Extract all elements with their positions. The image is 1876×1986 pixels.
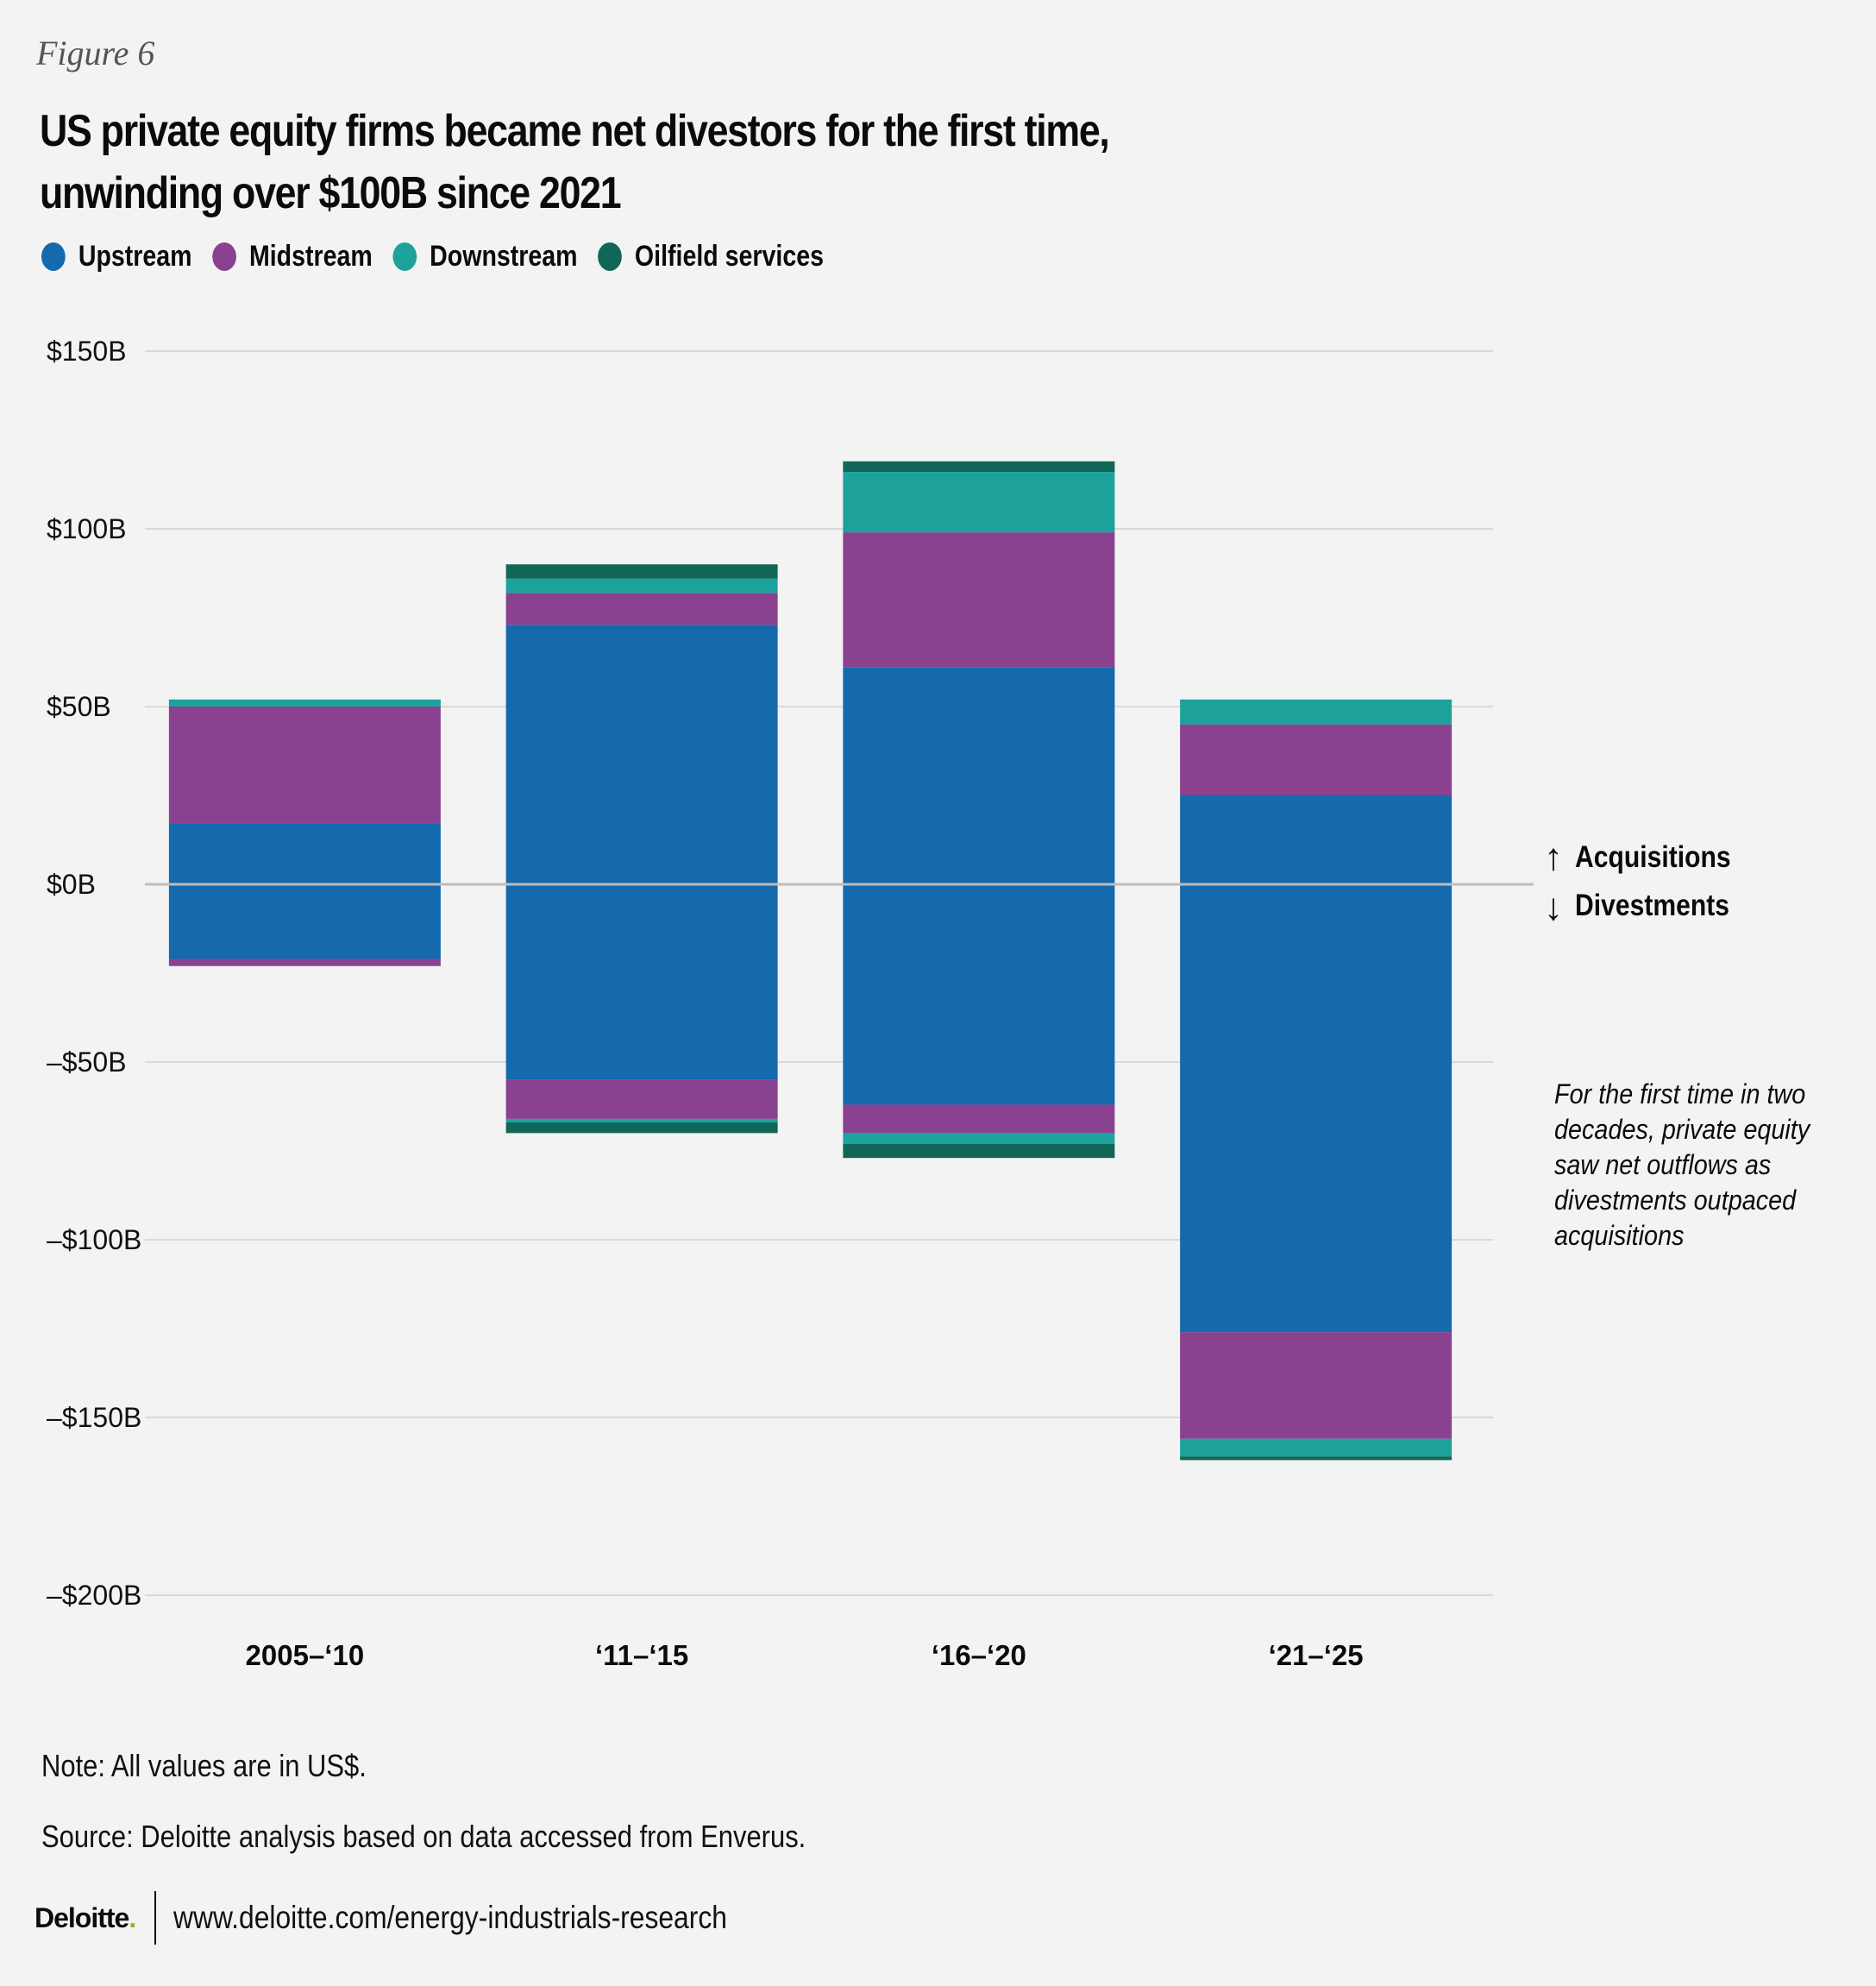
bar-segment-oilfield-divestments xyxy=(505,1122,778,1134)
bar-segment-upstream-divestments xyxy=(1180,884,1452,1333)
x-tick-label: ‘21–‘25 xyxy=(1269,1639,1364,1671)
legend-item-midstream: Midstream xyxy=(212,240,373,273)
chart-title: US private equity firms became net dives… xyxy=(40,100,1746,224)
bar-segment-upstream-acquisitions xyxy=(168,823,441,884)
y-tick-label: $50B xyxy=(47,691,111,722)
source-text: Source: Deloitte analysis based on data … xyxy=(41,1819,806,1854)
legend-swatch-downstream xyxy=(392,242,417,271)
logo-dot: . xyxy=(129,1901,136,1933)
divestments-label: Divestments xyxy=(1575,889,1730,922)
legend: Upstream Midstream Downstream Oilfield s… xyxy=(41,240,844,273)
legend-item-oilfield: Oilfield services xyxy=(598,240,824,273)
figure-label: Figure 6 xyxy=(36,34,155,72)
bar-segment-midstream-acquisitions xyxy=(843,532,1115,668)
bar-segment-midstream-divestments xyxy=(1180,1332,1452,1439)
logo-text: Deloitte xyxy=(35,1901,129,1933)
bar-segment-downstream-acquisitions xyxy=(1180,699,1452,725)
legend-item-upstream: Upstream xyxy=(41,240,192,273)
bar-segment-oilfield-acquisitions xyxy=(505,564,778,579)
legend-label: Oilfield services xyxy=(634,240,825,273)
legend-swatch-upstream xyxy=(41,242,66,271)
bar-segment-upstream-acquisitions xyxy=(505,625,778,884)
up-arrow-icon: ↑ xyxy=(1544,836,1563,878)
bar-segment-upstream-divestments xyxy=(505,884,778,1080)
y-tick-label: $150B xyxy=(47,336,127,367)
bar-segment-midstream-acquisitions xyxy=(1180,724,1452,795)
y-tick-label: $100B xyxy=(47,513,127,544)
y-tick-label: –$200B xyxy=(47,1580,141,1611)
bar-segment-midstream-divestments xyxy=(168,958,441,966)
chart-title-text: US private equity firms became net dives… xyxy=(40,106,1110,218)
legend-label: Upstream xyxy=(78,240,192,273)
x-tick-label: ‘11–‘15 xyxy=(595,1639,688,1671)
chart-annotation: For the first time in two decades, priva… xyxy=(1554,1078,1810,1251)
bar-segment-midstream-divestments xyxy=(505,1079,778,1119)
bars xyxy=(168,461,1452,1461)
bar-segment-upstream-divestments xyxy=(168,884,441,959)
bar-segment-oilfield-divestments xyxy=(843,1143,1115,1159)
bar-segment-downstream-acquisitions xyxy=(168,699,441,707)
x-axis-ticks: 2005–‘10 ‘11–‘15 ‘16–‘20 ‘21–‘25 xyxy=(246,1639,1364,1671)
footer-link[interactable]: www.deloitte.com/energy-industrials-rese… xyxy=(173,1900,728,1935)
legend-item-downstream: Downstream xyxy=(392,240,578,273)
bar-segment-upstream-divestments xyxy=(843,884,1115,1105)
footer-divider xyxy=(154,1891,157,1945)
acquisitions-label: Acquisitions xyxy=(1575,840,1731,874)
bar-segment-oilfield-divestments xyxy=(1180,1456,1452,1461)
bar-segment-midstream-acquisitions xyxy=(168,707,441,824)
bar-segment-downstream-acquisitions xyxy=(843,472,1115,533)
down-arrow-icon: ↓ xyxy=(1544,886,1563,928)
legend-swatch-midstream xyxy=(212,242,236,271)
legend-swatch-oilfield xyxy=(598,242,622,271)
legend-label: Midstream xyxy=(248,240,373,273)
x-tick-label: ‘16–‘20 xyxy=(932,1639,1026,1671)
y-tick-label: –$150B xyxy=(47,1402,141,1433)
bar-segment-downstream-acquisitions xyxy=(505,578,778,594)
bar-segment-oilfield-acquisitions xyxy=(843,461,1115,473)
footer: Deloitte. www.deloitte.com/energy-indust… xyxy=(35,1891,818,1945)
bar-segment-upstream-acquisitions xyxy=(1180,795,1452,884)
bar-segment-upstream-acquisitions xyxy=(843,667,1115,884)
bar-segment-midstream-divestments xyxy=(843,1104,1115,1134)
bar-segment-midstream-acquisitions xyxy=(505,593,778,625)
deloitte-logo: Deloitte. xyxy=(35,1901,136,1934)
x-tick-label: 2005–‘10 xyxy=(246,1639,365,1671)
y-tick-label: $0B xyxy=(47,869,96,900)
bar-segment-downstream-divestments xyxy=(1180,1438,1452,1457)
bar-segment-downstream-divestments xyxy=(843,1133,1115,1144)
bar-segment-downstream-divestments xyxy=(505,1118,778,1123)
legend-label: Downstream xyxy=(430,240,578,273)
note-text: Note: All values are in US$. xyxy=(41,1748,367,1783)
y-axis-ticks: $150B $100B $50B $0B –$50B –$100B –$150B –$200B xyxy=(47,336,141,1611)
y-tick-label: –$50B xyxy=(47,1046,127,1078)
y-tick-label: –$100B xyxy=(47,1224,141,1255)
